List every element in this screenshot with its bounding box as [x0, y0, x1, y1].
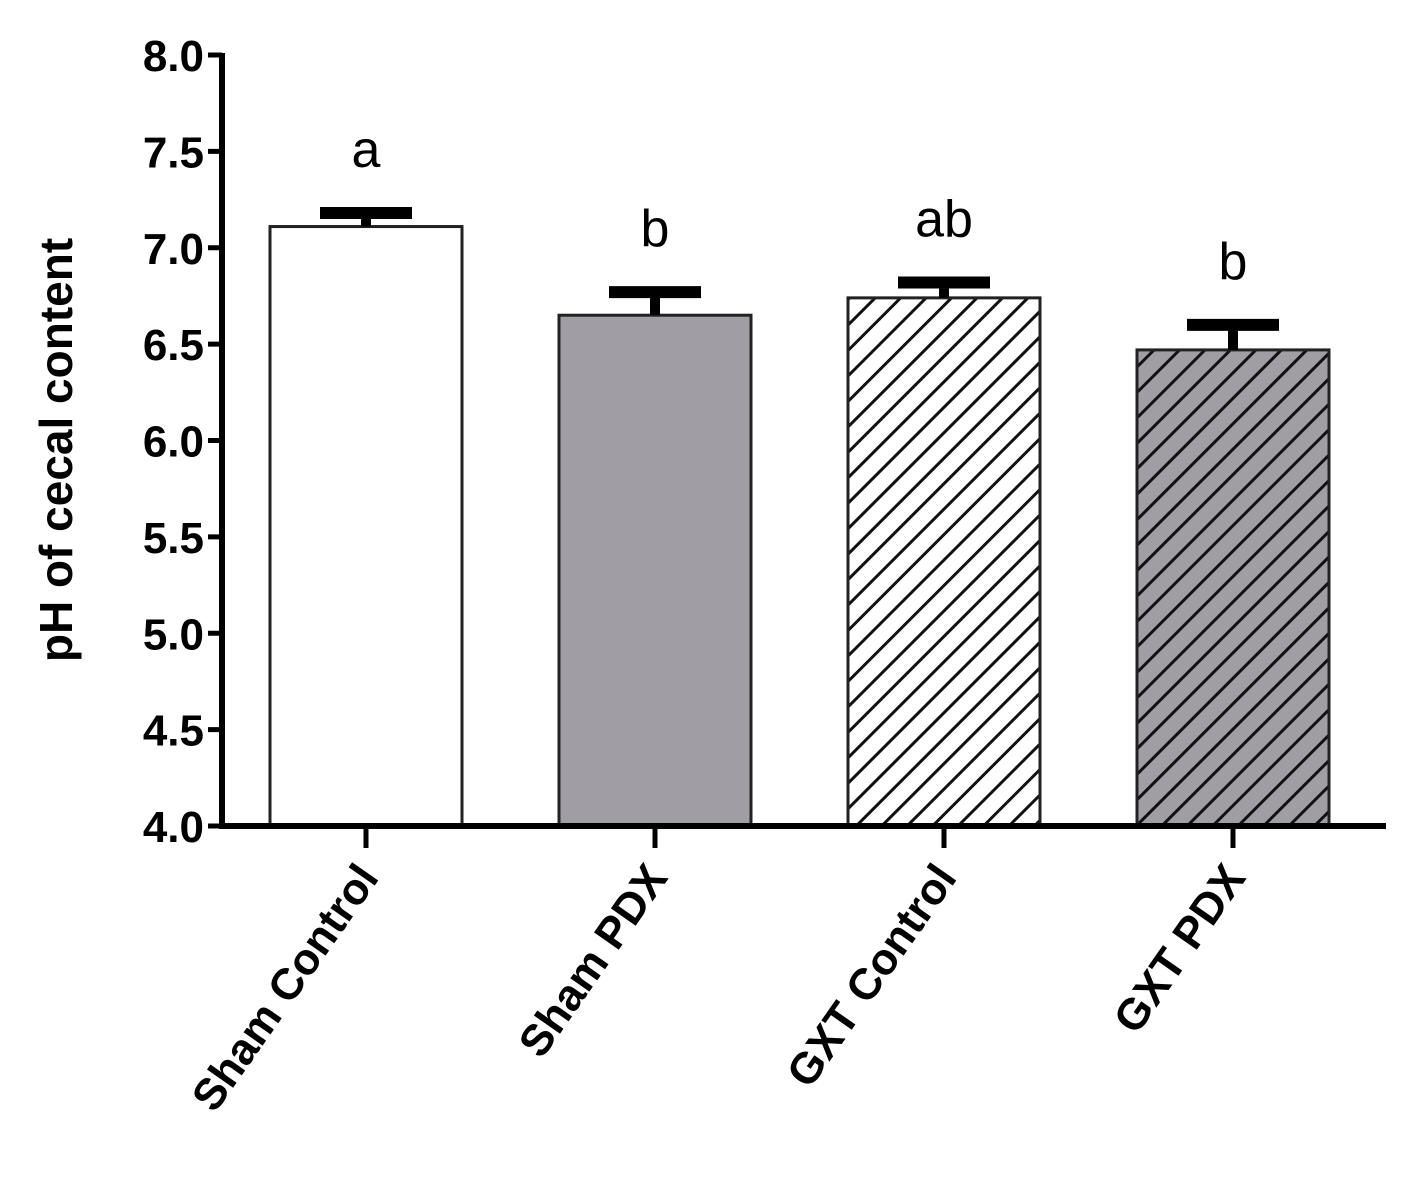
y-tick-label: 6.5 — [143, 321, 204, 370]
y-axis-ticks: 4.0 4.5 5.0 5.5 6.0 6.5 7.0 7.5 8.0 — [143, 32, 222, 852]
bar-sham-control: a — [268, 121, 464, 828]
y-tick-label: 7.5 — [143, 128, 204, 177]
significance-label: b — [641, 200, 670, 258]
y-axis-label: pH of cecal content — [30, 238, 82, 662]
y-tick-label: 6.0 — [143, 418, 204, 467]
bar-gxt-control: ab — [846, 190, 1042, 828]
x-tick-label: Sham PDX — [509, 856, 677, 1066]
bar-gxt-pdx: b — [1135, 233, 1331, 828]
axes — [219, 53, 1386, 829]
x-tick-label: GXT Control — [777, 856, 966, 1096]
bars: ab abb — [268, 121, 1331, 828]
x-tick-label: GXT PDX — [1104, 856, 1255, 1042]
significance-label: a — [352, 121, 381, 179]
x-axis-ticks: Sham Control Sham PDX GXT Control GXT PDX — [183, 826, 1255, 1120]
significance-label: ab — [915, 190, 973, 248]
y-tick-label: 4.5 — [143, 707, 204, 756]
y-tick-label: 5.5 — [143, 514, 204, 563]
y-tick-label: 4.0 — [143, 803, 204, 852]
bar-sham-pdx: b — [557, 200, 753, 828]
y-tick-label: 5.0 — [143, 610, 204, 659]
x-tick-label: Sham Control — [183, 856, 389, 1120]
y-tick-label: 7.0 — [143, 225, 204, 274]
significance-label: b — [1219, 233, 1248, 291]
y-tick-label: 8.0 — [143, 32, 204, 81]
